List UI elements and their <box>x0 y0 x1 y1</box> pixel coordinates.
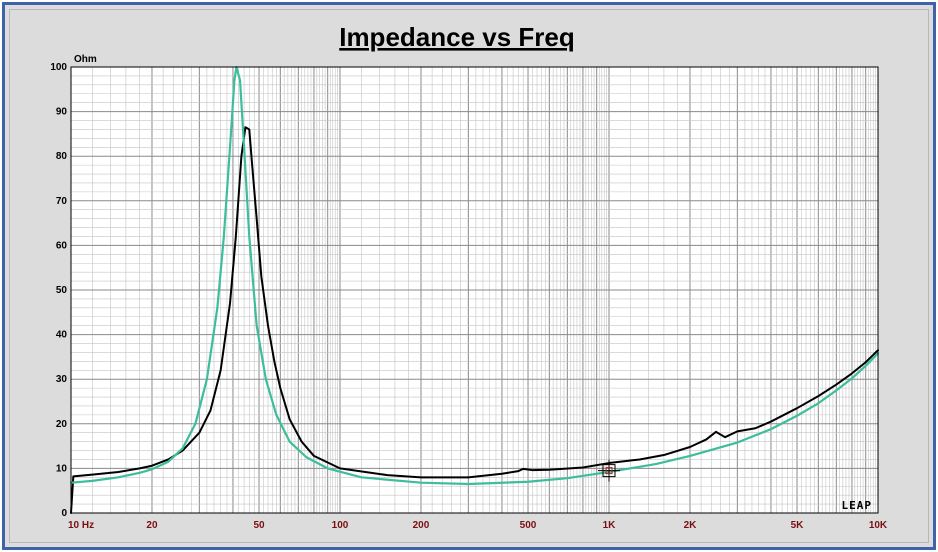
y-tick-label: 30 <box>56 374 68 385</box>
y-tick-label: 40 <box>56 330 68 341</box>
x-tick-label: 200 <box>413 520 430 531</box>
x-tick-label: 1K <box>603 520 617 531</box>
series-line-1 <box>70 126 879 514</box>
x-tick-label: 500 <box>520 520 537 531</box>
series-lines <box>69 65 880 514</box>
series-line-2 <box>69 65 880 486</box>
y-tick-label: 100 <box>50 62 67 73</box>
chart-title: Impedance vs Freq <box>339 22 575 52</box>
x-tick-label: 10 Hz <box>68 520 94 531</box>
y-tick-label: 60 <box>56 240 68 251</box>
y-tick-label: 80 <box>56 151 68 162</box>
chart-panel: Impedance vs Freq Ohm 0 10 20 30 40 50 60 70 80 9… <box>9 9 929 543</box>
x-tick-label: 5K <box>791 520 805 531</box>
x-tick-label: 10K <box>869 520 888 531</box>
y-tick-label: 90 <box>56 107 68 118</box>
cursor-marker[interactable] <box>598 459 620 482</box>
plot-border <box>70 66 879 514</box>
y-tick-label: 10 <box>56 463 68 474</box>
y-axis-unit-label: Ohm <box>74 54 97 65</box>
leap-logo: LEAP <box>842 499 873 512</box>
y-tick-label: 50 <box>56 285 68 296</box>
impedance-chart: Impedance vs Freq Ohm 0 10 20 30 40 50 60 70 80 9… <box>50 22 888 531</box>
x-tick-label: 100 <box>332 520 349 531</box>
x-tick-label: 2K <box>684 520 698 531</box>
y-tick-label: 0 <box>61 508 67 519</box>
x-tick-labels: 10 Hz 20 50 100 200 500 1K 2K 5K 10K <box>68 520 888 531</box>
y-tick-label: 20 <box>56 419 68 430</box>
cursor-box <box>602 464 616 478</box>
y-tick-labels: 0 10 20 30 40 50 60 70 80 90 100 <box>50 62 67 519</box>
y-tick-label: 70 <box>56 196 68 207</box>
x-tick-label: 20 <box>146 520 158 531</box>
x-tick-label: 50 <box>253 520 265 531</box>
cursor-inner-box <box>605 467 613 475</box>
